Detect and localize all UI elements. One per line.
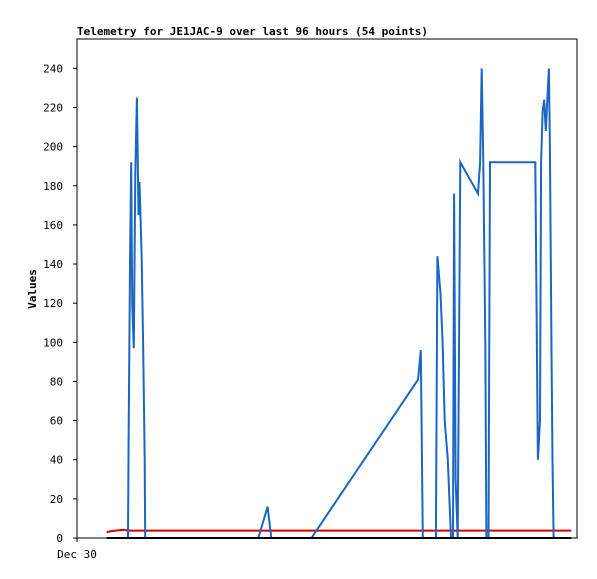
x-tick-label: Dec 30 xyxy=(57,548,97,561)
y-tick-label: 100 xyxy=(43,336,63,349)
y-tick-label: 220 xyxy=(43,101,63,114)
y-tick-label: 180 xyxy=(43,180,63,193)
y-tick-label: 0 xyxy=(56,532,63,545)
y-tick-label: 200 xyxy=(43,141,63,154)
chart-title: Telemetry for JE1JAC-9 over last 96 hour… xyxy=(77,25,428,38)
y-tick-label: 240 xyxy=(43,62,63,75)
plot-area-frame xyxy=(76,38,578,539)
y-axis-label: Values xyxy=(26,269,39,309)
y-tick-label: 160 xyxy=(43,219,63,232)
series-red-line xyxy=(106,528,572,534)
y-tick-label: 60 xyxy=(50,415,63,428)
y-tick-label: 120 xyxy=(43,297,63,310)
y-tick-label: 140 xyxy=(43,258,63,271)
y-tick-label: 20 xyxy=(50,493,63,506)
series-blue-line xyxy=(127,68,555,539)
y-tick-label: 40 xyxy=(50,454,63,467)
x-axis-ticks: Dec 30 xyxy=(57,538,97,561)
series-layer xyxy=(106,68,572,539)
y-axis-ticks: 0 20 40 60 80 100 120 140 160 180 200 220 240 xyxy=(43,62,77,545)
y-tick-label: 80 xyxy=(50,375,63,388)
